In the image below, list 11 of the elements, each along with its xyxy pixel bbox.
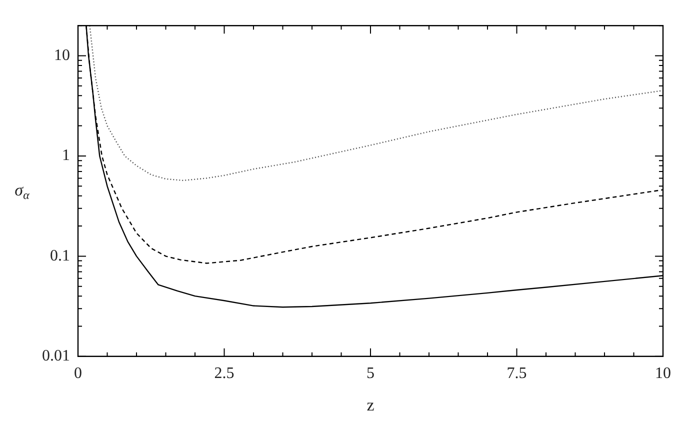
- line-series: [89, 26, 663, 182]
- y-tick-label: 0.1: [50, 247, 70, 264]
- x-tick-label: 5: [366, 365, 374, 382]
- x-tick-label: 10: [655, 365, 671, 382]
- x-axis-title: z: [366, 395, 375, 414]
- x-tick-label: 7.5: [506, 365, 527, 382]
- y-tick-label: 1: [62, 147, 70, 164]
- y-tick-label: 0.01: [42, 348, 70, 365]
- x-tick-label: 0: [74, 365, 82, 382]
- x-tick-label: 2.5: [214, 365, 234, 382]
- y-tick-label: 10: [54, 46, 70, 64]
